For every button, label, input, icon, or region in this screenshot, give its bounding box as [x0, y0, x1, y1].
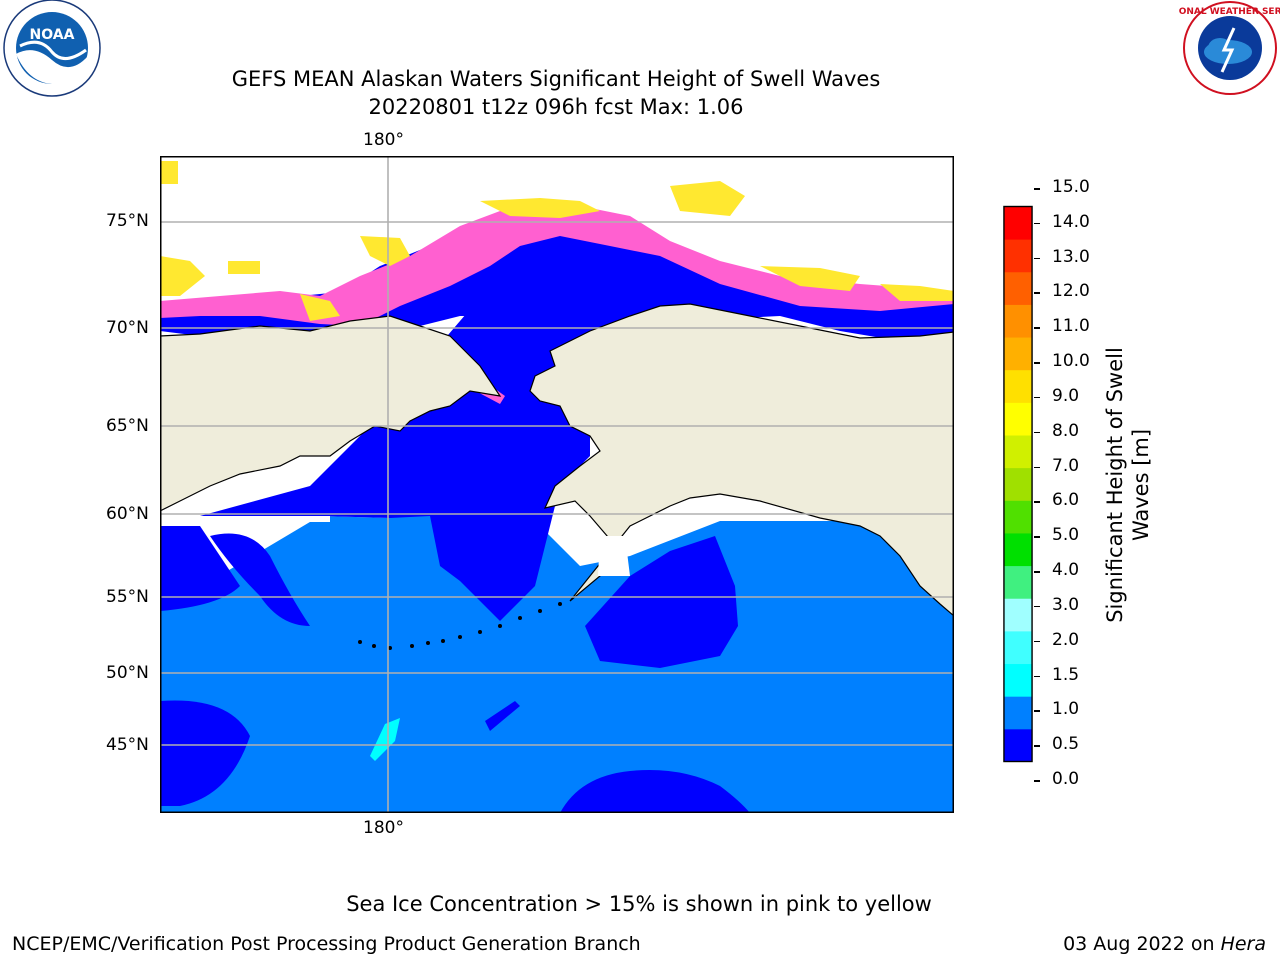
colorbar-tick-label: 0.0: [1052, 769, 1080, 789]
colorbar-segment: [1003, 369, 1033, 403]
colorbar-segment: [1003, 500, 1033, 534]
svg-text:NATIONAL WEATHER SERVICE: NATIONAL WEATHER SERVICE: [1178, 7, 1280, 17]
colorbar-tick-label: 9.0: [1052, 385, 1080, 406]
colorbar-segment: [1003, 271, 1033, 305]
colorbar-segment: [1003, 696, 1033, 730]
colorbar-tick-mark: [1034, 431, 1040, 434]
nw-pacific-dark: [160, 700, 250, 806]
colorbar-segment: [1003, 402, 1033, 436]
noaa-logo: NOAA: [3, 0, 101, 97]
colorbar-tick-label: 8.0: [1052, 420, 1080, 441]
colorbar-tick-mark: [1034, 188, 1040, 190]
footer-date: 03 Aug 2022 on Hera: [1063, 933, 1266, 955]
colorbar-tick-mark: [1034, 292, 1040, 294]
colorbar-segment: [1003, 532, 1033, 567]
lat-label-70: 70°N: [106, 318, 149, 338]
colorbar-tick-label: 1.0: [1052, 699, 1080, 720]
lat-label-75: 75°N: [106, 211, 149, 231]
graticule: [160, 156, 954, 813]
footer-machine: Hera: [1220, 933, 1266, 955]
lat-label-45: 45°N: [106, 735, 149, 755]
colorbar-tick-label: 3.0: [1052, 594, 1080, 615]
colorbar-tick-mark: [1034, 605, 1040, 608]
gulf-of-alaska-dark: [585, 536, 738, 668]
colorbar-label-line1: Significant Height of Swell: [1103, 347, 1127, 623]
map-plot: [160, 156, 954, 813]
colorbar-segment: [1003, 565, 1033, 599]
colorbar-tick-mark: [1034, 710, 1040, 712]
colorbar-tick-label: 14.0: [1052, 211, 1090, 232]
colorbar: [1003, 205, 1033, 763]
lon-label-bottom: 180°: [363, 818, 404, 838]
swell-max-cyan: [370, 718, 400, 761]
colorbar-tick-mark: [1034, 466, 1040, 469]
lat-label-55: 55°N: [106, 587, 149, 607]
colorbar-segment: [1003, 630, 1033, 665]
colorbar-tick-label: 6.0: [1052, 490, 1080, 511]
colorbar-tick-label: 11.0: [1052, 316, 1090, 337]
colorbar-tick-mark: [1034, 222, 1040, 225]
colorbar-tick-mark: [1034, 362, 1040, 364]
sea-ice-note: Sea Ice Concentration > 15% is shown in …: [346, 892, 932, 916]
colorbar-segment: [1003, 467, 1033, 501]
north-pacific-light: [160, 486, 954, 813]
colorbar-tick-label: 1.5: [1052, 664, 1080, 685]
colorbar-tick-label: 7.0: [1052, 455, 1080, 476]
alaska-land: [529, 303, 954, 617]
colorbar-segment: [1003, 728, 1033, 762]
footer-branch: NCEP/EMC/Verification Post Processing Pr…: [12, 933, 641, 955]
colorbar-tick-mark: [1034, 327, 1040, 329]
colorbar-segment: [1003, 206, 1033, 240]
okhotsk-dark: [210, 533, 310, 626]
colorbar-tick-mark: [1034, 536, 1040, 538]
colorbar-tick-mark: [1034, 571, 1040, 573]
colorbar-segment: [1003, 663, 1033, 697]
aleutian-islands: [358, 602, 562, 650]
colorbar-tick-label: 13.0: [1052, 246, 1090, 267]
sw-pacific-dark-1: [560, 770, 750, 813]
chart-subtitle: 20220801 t12z 096h fcst Max: 1.06: [368, 95, 744, 119]
colorbar-tick-mark: [1034, 257, 1040, 260]
nws-logo: NATIONAL WEATHER SERVICE: [1178, 1, 1280, 95]
lon-label-top: 180°: [363, 130, 404, 150]
colorbar-tick-mark: [1034, 780, 1040, 782]
aleutian-dark-strip: [485, 701, 520, 731]
colorbar-segment: [1003, 239, 1033, 273]
colorbar-tick-mark: [1034, 640, 1040, 643]
colorbar-segment: [1003, 598, 1033, 632]
colorbar-tick-label: 4.0: [1052, 560, 1080, 581]
noaa-logo-text: NOAA: [30, 27, 75, 43]
colorbar-segment: [1003, 337, 1033, 371]
colorbar-tick-mark: [1034, 396, 1040, 399]
colorbar-tick-label: 2.0: [1052, 629, 1080, 650]
lat-label-60: 60°N: [106, 504, 149, 524]
lat-label-50: 50°N: [106, 663, 149, 683]
chart-title: GEFS MEAN Alaskan Waters Significant Hei…: [231, 67, 881, 91]
colorbar-tick-label: 12.0: [1052, 281, 1090, 302]
lat-label-65: 65°N: [106, 416, 149, 436]
footer-date-text: 03 Aug 2022 on: [1063, 933, 1221, 955]
colorbar-tick-mark: [1034, 745, 1040, 747]
colorbar-label-line2: Waves [m]: [1129, 428, 1153, 542]
colorbar-segment: [1003, 435, 1033, 469]
colorbar-tick-mark: [1034, 501, 1040, 503]
kuril-dark: [160, 526, 240, 611]
colorbar-tick-label: 5.0: [1052, 525, 1080, 546]
colorbar-tick-label: 0.5: [1052, 734, 1080, 755]
colorbar-tick-label: 15.0: [1052, 177, 1090, 197]
colorbar-tick-mark: [1034, 675, 1040, 678]
colorbar-label: Significant Height of Swell Waves [m]: [1102, 347, 1154, 623]
colorbar-tick-label: 10.0: [1052, 351, 1090, 372]
siberia-land: [160, 315, 502, 512]
colorbar-segment: [1003, 304, 1033, 338]
